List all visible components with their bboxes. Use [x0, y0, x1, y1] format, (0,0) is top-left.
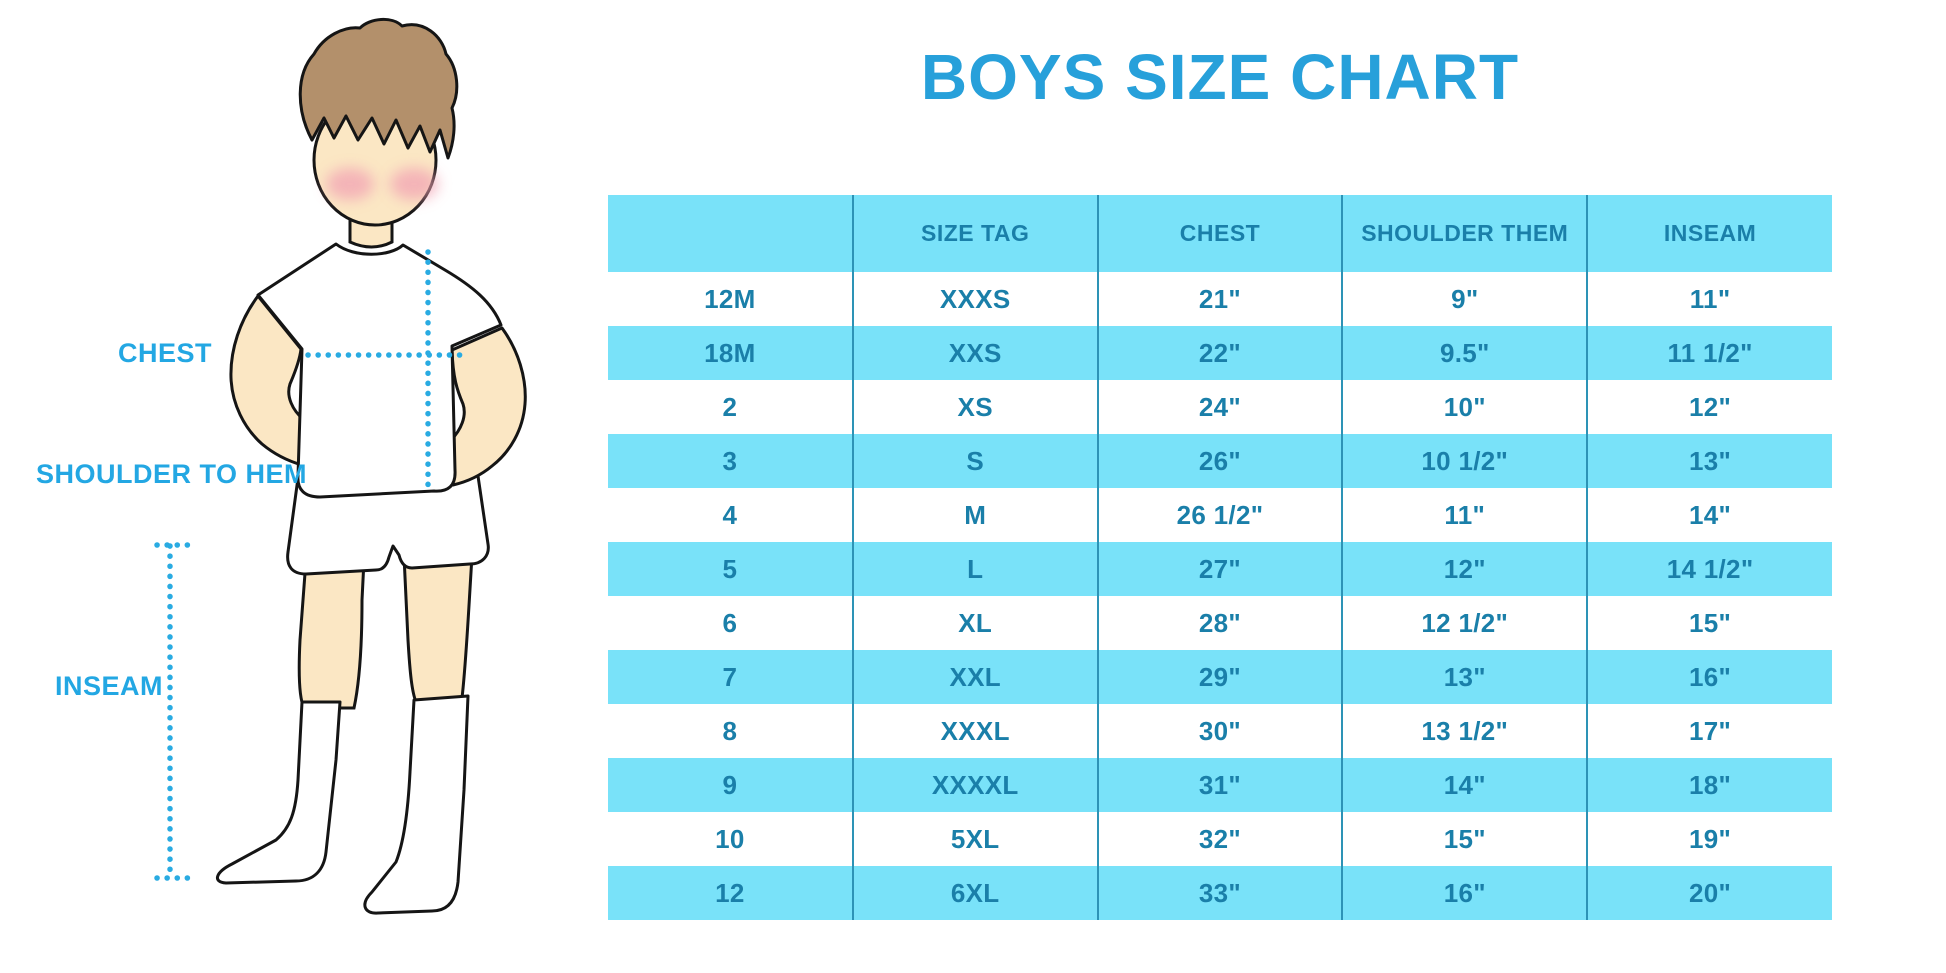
table-cell: 3	[608, 434, 853, 488]
boy-right-cheek	[390, 168, 438, 200]
table-cell: 10 1/2"	[1341, 434, 1588, 488]
header-cell-shoulder-hem: SHOULDER THEM	[1341, 195, 1588, 272]
table-cell: 2	[722, 391, 738, 422]
table-cell: 20"	[1586, 866, 1832, 920]
table-cell: 30"	[1096, 704, 1343, 758]
table-cell: 18"	[1586, 758, 1832, 812]
table-cell: 22"	[1096, 326, 1343, 380]
header-cell-size-tag: SIZE TAG	[851, 195, 1098, 272]
table-cell: 33"	[1096, 866, 1343, 920]
table-cell: 14 1/2"	[1586, 542, 1832, 596]
table-cell: 17"	[1586, 704, 1832, 758]
boy-shorts	[286, 474, 490, 576]
table-row: 7 XXL 29" 13" 16"	[608, 650, 1832, 704]
boy-tshirt	[256, 242, 503, 499]
boy-left-leg	[297, 558, 366, 710]
table-cell: 4	[722, 499, 738, 530]
table-cell: 14"	[1341, 758, 1588, 812]
table-row: 2 XS 24" 10" 12"	[608, 380, 1832, 434]
table-cell: 15"	[1341, 812, 1588, 866]
table-row: 8 XXXL 30" 13 1/2" 17"	[608, 704, 1832, 758]
boy-left-cheek	[326, 168, 374, 200]
table-cell: XXXXL	[851, 758, 1098, 812]
table-row: 5 L 27" 12" 14 1/2"	[608, 542, 1832, 596]
table-cell: 12M	[704, 283, 756, 314]
inseam-measurement-label: INSEAM	[55, 671, 164, 701]
boys-size-table: SIZE TAG CHEST SHOULDER THEM INSEAM 12M X…	[608, 195, 1832, 920]
table-cell: 15"	[1586, 596, 1832, 650]
table-cell: 9.5"	[1341, 326, 1588, 380]
table-row: 18M XXS 22" 9.5" 11 1/2"	[608, 326, 1832, 380]
table-cell: 26"	[1096, 434, 1343, 488]
table-cell: 26 1/2"	[1096, 488, 1343, 542]
table-cell: XXL	[851, 650, 1098, 704]
table-header-row: SIZE TAG CHEST SHOULDER THEM INSEAM	[608, 195, 1832, 272]
table-cell: 24"	[1096, 380, 1343, 434]
table-cell: 9	[608, 758, 853, 812]
table-cell: 12 1/2"	[1341, 596, 1588, 650]
table-cell: 31"	[1096, 758, 1343, 812]
table-cell: 16"	[1341, 866, 1588, 920]
table-cell: 11 1/2"	[1586, 326, 1832, 380]
table-row: 3 S 26" 10 1/2" 13"	[608, 434, 1832, 488]
table-cell: XL	[851, 596, 1098, 650]
table-cell: 19"	[1586, 812, 1832, 866]
table-cell: XXXS	[851, 272, 1098, 326]
table-row: 6 XL 28" 12 1/2" 15"	[608, 596, 1832, 650]
boy-right-sock	[363, 694, 470, 915]
table-cell: 27"	[1096, 542, 1343, 596]
boy-left-sock	[216, 700, 342, 885]
size-table-body: 12M XXXS 21" 9" 11" 18M XXS 22" 9.5" 11 1/2" 2 XS 24…	[608, 272, 1832, 920]
table-cell: 16"	[1586, 650, 1832, 704]
table-cell: XXXL	[851, 704, 1098, 758]
header-cell-chest: CHEST	[1096, 195, 1343, 272]
table-cell: 13"	[1341, 650, 1588, 704]
table-cell: 28"	[1096, 596, 1343, 650]
shoulder-to-hem-measurement-label: SHOULDER TO HEM	[36, 459, 308, 489]
table-cell: 14"	[1586, 488, 1832, 542]
table-row: 10 5XL 32" 15" 19"	[608, 812, 1832, 866]
table-cell: 8	[722, 715, 738, 746]
table-cell: S	[851, 434, 1098, 488]
table-cell: 9"	[1341, 272, 1588, 326]
table-cell: 29"	[1096, 650, 1343, 704]
boy-hair	[298, 18, 459, 160]
table-cell: 13"	[1586, 434, 1832, 488]
table-cell: M	[851, 488, 1098, 542]
table-cell: 10	[715, 823, 745, 854]
table-cell: 12	[608, 866, 853, 920]
table-cell: 7	[608, 650, 853, 704]
table-cell: 18M	[608, 326, 853, 380]
table-cell: 13 1/2"	[1341, 704, 1588, 758]
table-cell: 12"	[1341, 542, 1588, 596]
table-cell: XS	[851, 380, 1098, 434]
table-cell: 10"	[1341, 380, 1588, 434]
boy-right-leg	[402, 554, 474, 704]
table-cell: 32"	[1096, 812, 1343, 866]
table-cell: 21"	[1096, 272, 1343, 326]
table-row: 9 XXXXL 31" 14" 18"	[608, 758, 1832, 812]
chest-measurement-label: CHEST	[118, 338, 213, 368]
boy-illustration-svg	[154, 18, 527, 915]
table-cell: 6XL	[851, 866, 1098, 920]
table-cell: 5XL	[851, 812, 1098, 866]
table-cell: 12"	[1586, 380, 1832, 434]
table-row: 4 M 26 1/2" 11" 14"	[608, 488, 1832, 542]
boy-figure-illustration: CHEST SHOULDER TO HEM INSEAM	[0, 0, 560, 973]
table-cell: L	[851, 542, 1098, 596]
header-cell-size	[608, 195, 853, 272]
table-row: 12 6XL 33" 16" 20"	[608, 866, 1832, 920]
boy-left-arm	[229, 294, 306, 467]
table-cell: 11"	[1341, 488, 1588, 542]
page-title: BOYS SIZE CHART	[920, 41, 1520, 113]
boy-right-arm	[449, 326, 527, 487]
table-cell: XXS	[851, 326, 1098, 380]
table-cell: 5	[608, 542, 853, 596]
table-row: 12M XXXS 21" 9" 11"	[608, 272, 1832, 326]
header-cell-inseam: INSEAM	[1586, 195, 1832, 272]
table-cell: 11"	[1586, 272, 1832, 326]
table-cell: 6	[722, 607, 738, 638]
